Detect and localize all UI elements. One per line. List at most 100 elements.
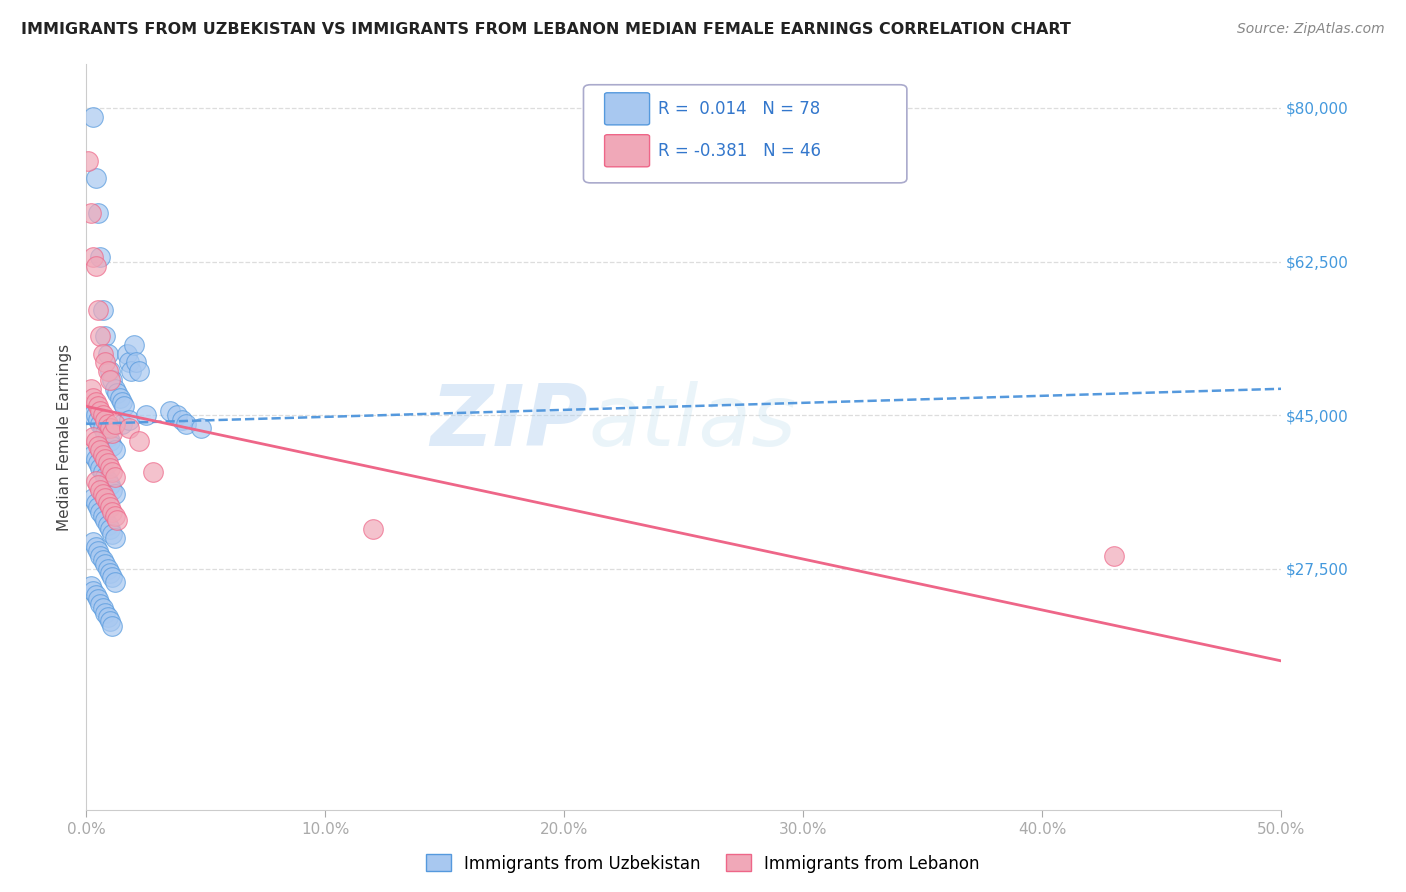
Legend: Immigrants from Uzbekistan, Immigrants from Lebanon: Immigrants from Uzbekistan, Immigrants f… <box>419 847 987 880</box>
Point <box>121 364 143 378</box>
Point <box>94 452 117 467</box>
Point <box>104 469 127 483</box>
Point <box>118 412 141 426</box>
Point <box>84 395 107 409</box>
Point <box>87 456 110 470</box>
Point <box>98 566 121 580</box>
Point <box>91 553 114 567</box>
Point <box>80 206 103 220</box>
Point <box>91 302 114 317</box>
Point <box>84 474 107 488</box>
Point <box>97 517 120 532</box>
Text: ZIP: ZIP <box>430 381 588 464</box>
Point <box>104 574 127 589</box>
Point <box>97 562 120 576</box>
Text: atlas: atlas <box>588 381 796 464</box>
Point <box>87 592 110 607</box>
Point <box>135 408 157 422</box>
Point <box>176 417 198 431</box>
Point <box>94 558 117 572</box>
Point <box>97 496 120 510</box>
Point <box>112 400 135 414</box>
Point <box>82 583 104 598</box>
Point <box>94 412 117 426</box>
Point <box>104 417 127 431</box>
Point <box>98 500 121 515</box>
Point <box>84 259 107 273</box>
Point <box>94 513 117 527</box>
Point <box>101 439 124 453</box>
Point <box>97 347 120 361</box>
Point <box>142 465 165 479</box>
Point <box>84 540 107 554</box>
Point <box>94 425 117 440</box>
Point <box>80 579 103 593</box>
Point <box>122 338 145 352</box>
Point <box>89 403 111 417</box>
Point <box>101 465 124 479</box>
Point <box>97 364 120 378</box>
Point <box>84 171 107 186</box>
Point <box>115 347 138 361</box>
Text: IMMIGRANTS FROM UZBEKISTAN VS IMMIGRANTS FROM LEBANON MEDIAN FEMALE EARNINGS COR: IMMIGRANTS FROM UZBEKISTAN VS IMMIGRANTS… <box>21 22 1071 37</box>
Point <box>91 448 114 462</box>
Point <box>98 522 121 536</box>
Point <box>170 412 193 426</box>
Point <box>97 474 120 488</box>
Point <box>166 408 188 422</box>
Point <box>128 364 150 378</box>
Point <box>89 549 111 563</box>
Point <box>98 364 121 378</box>
Point <box>101 425 124 440</box>
Point <box>101 570 124 584</box>
Point <box>94 329 117 343</box>
Point <box>84 408 107 422</box>
Point <box>98 373 121 387</box>
Point <box>89 417 111 431</box>
Point <box>80 382 103 396</box>
Point <box>84 496 107 510</box>
Point <box>94 491 117 506</box>
Text: Source: ZipAtlas.com: Source: ZipAtlas.com <box>1237 22 1385 37</box>
Point <box>159 403 181 417</box>
Point <box>111 417 134 431</box>
Text: R = -0.381   N = 46: R = -0.381 N = 46 <box>658 142 821 160</box>
Point <box>97 610 120 624</box>
Point <box>84 452 107 467</box>
Point <box>91 509 114 524</box>
Point <box>89 329 111 343</box>
Point <box>97 456 120 470</box>
Point <box>89 250 111 264</box>
Point <box>118 421 141 435</box>
Point <box>82 250 104 264</box>
Point <box>91 601 114 615</box>
Y-axis label: Median Female Earnings: Median Female Earnings <box>58 343 72 531</box>
Point <box>94 469 117 483</box>
Point <box>101 505 124 519</box>
Point <box>87 206 110 220</box>
Point <box>105 386 128 401</box>
Point <box>98 421 121 435</box>
Point <box>104 509 127 524</box>
Point <box>87 439 110 453</box>
Point <box>91 487 114 501</box>
Point <box>101 483 124 497</box>
Point <box>87 544 110 558</box>
Point <box>125 355 148 369</box>
Point <box>105 513 128 527</box>
Point <box>101 619 124 633</box>
Point <box>91 347 114 361</box>
Point <box>128 434 150 449</box>
Point <box>104 443 127 458</box>
Point <box>82 430 104 444</box>
Point <box>104 487 127 501</box>
Point <box>82 535 104 549</box>
Point <box>82 391 104 405</box>
Point <box>87 500 110 515</box>
Point <box>82 110 104 124</box>
Point <box>82 491 104 506</box>
Point <box>91 465 114 479</box>
Point <box>87 412 110 426</box>
Point <box>101 526 124 541</box>
Text: R =  0.014   N = 78: R = 0.014 N = 78 <box>658 100 820 118</box>
